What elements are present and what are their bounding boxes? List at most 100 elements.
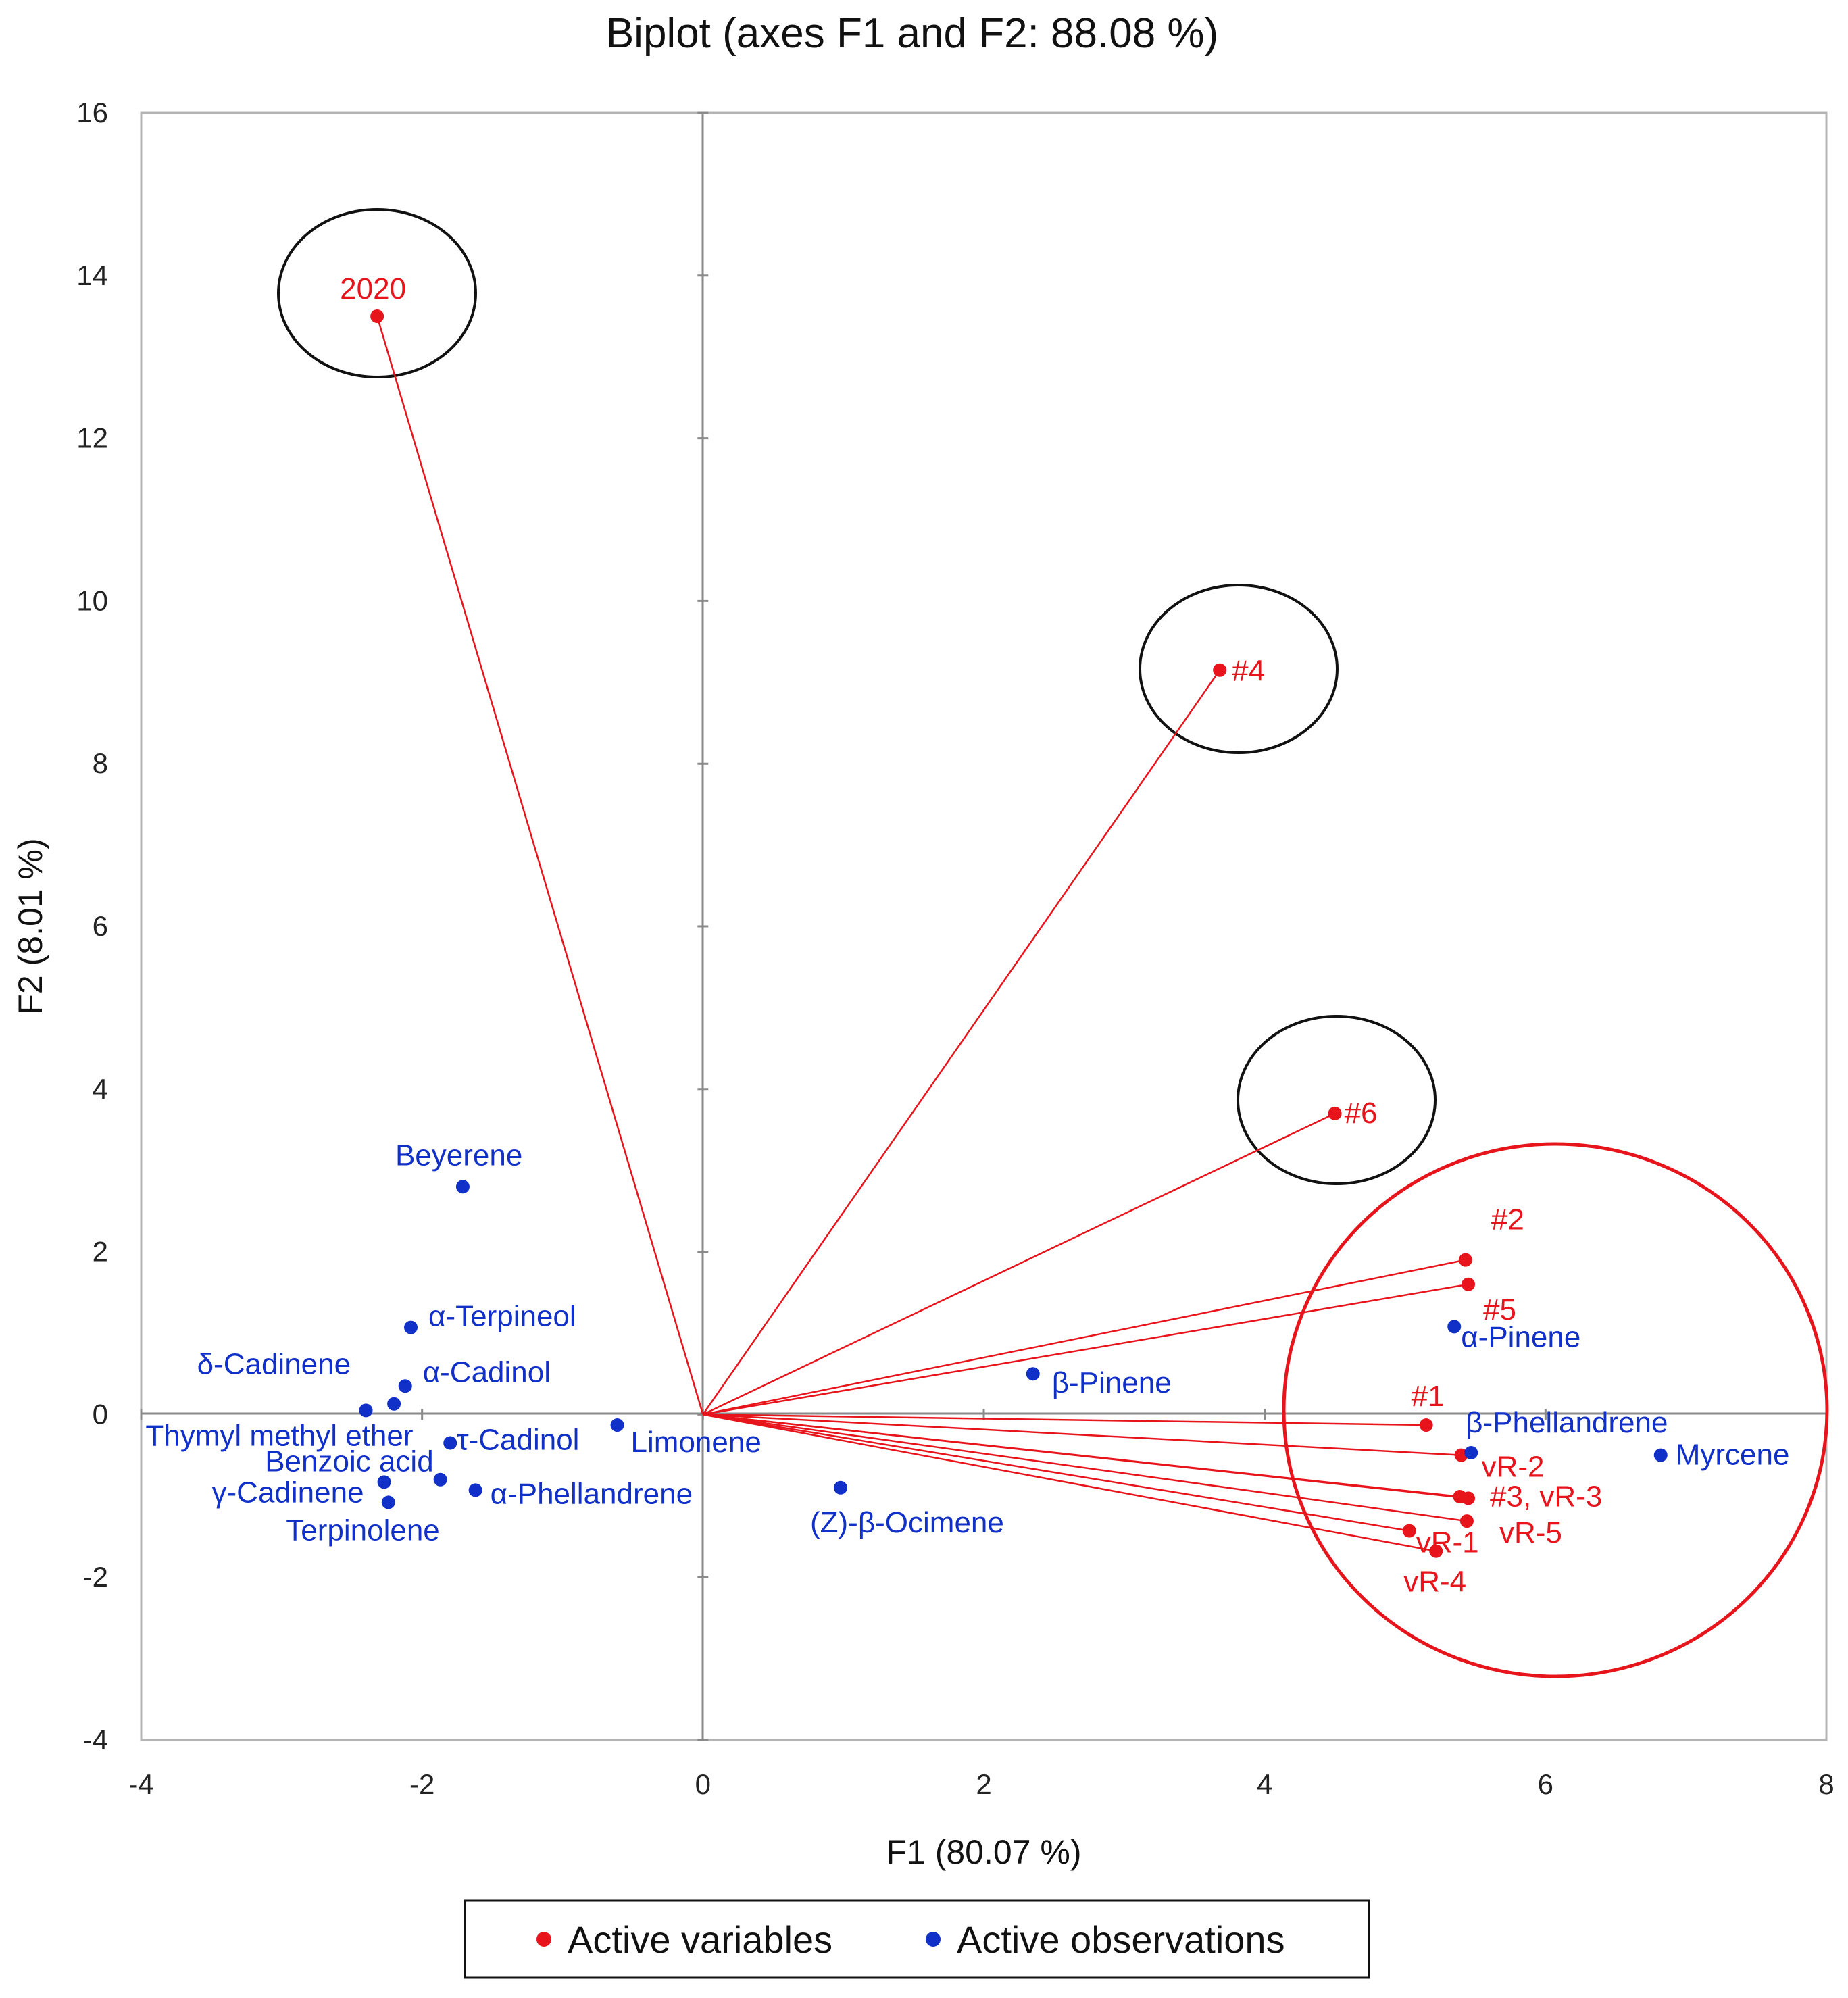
observation-point-terpinolene (381, 1495, 395, 1509)
y-tick-label: -2 (83, 1561, 108, 1593)
observation-point-myrcene (1653, 1448, 1668, 1462)
legend-marker-observations (926, 1932, 941, 1947)
observation-label-cadinol: α-Cadinol (423, 1355, 551, 1389)
observation-label-cadinol: τ-Cadinol (457, 1424, 579, 1457)
vector-vr-2 (703, 1414, 1462, 1456)
observation-label-pinene: β-Pinene (1052, 1366, 1172, 1399)
x-tick-label: 4 (1257, 1768, 1272, 1800)
variable-vectors (376, 316, 1469, 1552)
observation-label-myrcene: Myrcene (1676, 1439, 1790, 1472)
vector-2020 (376, 316, 704, 1415)
observation-point-z-ocimene (834, 1480, 848, 1495)
x-tick-label: -4 (128, 1768, 153, 1800)
x-tick-label: 0 (695, 1768, 711, 1800)
variable-label-3-vr-3: #3, vR-3 (1490, 1480, 1602, 1513)
variable-label-4: #4 (1232, 655, 1265, 688)
y-tick-label: 16 (76, 97, 108, 128)
vector-item-8 (703, 1414, 1460, 1498)
observation-label-limonene: Limonene (631, 1426, 761, 1459)
plot-area-frame (140, 111, 1828, 1741)
observation-label-cadinene: γ-Cadinene (212, 1476, 364, 1509)
observation-point-cadinene (377, 1475, 391, 1489)
observation-point-beyerene (455, 1180, 470, 1194)
observation-label-phellandrene: β-Phellandrene (1466, 1406, 1668, 1439)
variable-label-vr-2: vR-2 (1482, 1451, 1545, 1484)
x-tick-label: 2 (976, 1768, 991, 1800)
legend: Active variables Active observations (464, 1899, 1370, 1979)
observation-label-terpineol: α-Terpineol (428, 1300, 576, 1333)
annotation-circle-6 (1237, 1015, 1437, 1185)
observation-point-cadinol (398, 1379, 412, 1393)
vector-2 (703, 1259, 1466, 1416)
variable-point-6 (1328, 1106, 1342, 1120)
observation-point-limonene (610, 1418, 624, 1432)
y-tick-label: 6 (93, 910, 108, 942)
variable-label-2: #2 (1491, 1203, 1524, 1237)
variable-label-vr-4: vR-4 (1403, 1566, 1466, 1599)
y-tick-label: 10 (76, 584, 108, 616)
y-tick-label: 8 (93, 747, 108, 779)
variable-point-vr-4 (1429, 1544, 1443, 1558)
observation-label-z-ocimene: (Z)-β-Ocimene (810, 1506, 1004, 1539)
observation-point-phellandrene (468, 1483, 482, 1497)
legend-label-observations: Active observations (957, 1918, 1285, 1961)
y-tick-label: 4 (93, 1073, 108, 1105)
legend-label-variables: Active variables (568, 1918, 832, 1961)
variable-point-item-8 (1453, 1490, 1467, 1504)
observation-label-terpinolene: Terpinolene (286, 1514, 440, 1547)
annotation-circle-cluster (1282, 1142, 1829, 1678)
observation-label-phellandrene: α-Phellandrene (491, 1477, 693, 1510)
observation-label-beyerene: Beyerene (395, 1139, 522, 1172)
x-axis-label: F1 (80.07 %) (886, 1833, 1081, 1871)
observation-point-cadinol (443, 1436, 457, 1450)
observation-label-cadinene: δ-Cadinene (197, 1348, 351, 1381)
annotation-circle-2020 (277, 208, 477, 378)
legend-box (464, 1899, 1370, 1979)
legend-marker-variables (536, 1932, 551, 1947)
y-tick-label: 0 (93, 1398, 108, 1430)
variable-label-5: #5 (1483, 1293, 1516, 1326)
vector-vr-5 (703, 1414, 1468, 1522)
variable-point-5 (1462, 1277, 1476, 1291)
observation-point-pinene (1447, 1320, 1462, 1334)
observation-point-phellandrene (1464, 1445, 1478, 1459)
vector-vr-1 (703, 1414, 1409, 1532)
y-tick-label: -4 (83, 1724, 108, 1755)
x-tick-label: 8 (1818, 1768, 1834, 1800)
variable-point-2020 (370, 309, 384, 323)
y-tick-label: 14 (76, 259, 108, 291)
variable-point-vr-5 (1459, 1514, 1474, 1528)
x-tick-label: 6 (1538, 1768, 1553, 1800)
data-point-labels: 2020 #4 #6 #2 #5 #1 vR-2#3, vR-3vR-5 vR-1 vR-4 Be… (145, 272, 1789, 1599)
y-axis-label: F2 (8.01 %) (11, 838, 49, 1014)
variable-point-vr-1 (1402, 1524, 1416, 1538)
observation-label-thymyl-methyl-ether: Thymyl methyl ether (145, 1419, 413, 1452)
variable-point-4 (1213, 663, 1227, 677)
y-tick-label: 2 (93, 1236, 108, 1268)
observation-point-terpineol (404, 1320, 418, 1334)
variable-point-2 (1458, 1253, 1472, 1267)
variable-label-1: #1 (1412, 1380, 1445, 1413)
vector-5 (703, 1283, 1469, 1416)
vector-6 (702, 1112, 1336, 1416)
x-tick-label: -2 (409, 1768, 434, 1800)
observation-point-cadinene (387, 1397, 401, 1411)
vector-1 (703, 1414, 1426, 1426)
annotation-circle-4 (1139, 584, 1339, 754)
vector-vr-4 (703, 1414, 1437, 1552)
observation-label-pinene: α-Pinene (1461, 1320, 1580, 1353)
data-points (359, 309, 1668, 1558)
chart-title: Biplot (axes F1 and F2: 88.08 %) (606, 10, 1218, 57)
vector-4 (702, 670, 1221, 1416)
observation-label-benzoic-acid: Benzoic acid (265, 1445, 433, 1478)
variable-label-vr-5: vR-5 (1499, 1516, 1562, 1549)
variable-point-1 (1419, 1418, 1433, 1432)
observation-point-thymyl-methyl-ether (359, 1403, 373, 1418)
tick-labels: -4 -2 0 2 4 6 8 -4 -2 0 2 4 6 8 10 12 14 16 (76, 97, 1834, 1800)
observation-point-benzoic-acid (433, 1472, 447, 1487)
variable-label-2020: 2020 (340, 272, 406, 305)
y-tick-label: 12 (76, 422, 108, 454)
variable-label-6: #6 (1345, 1097, 1378, 1130)
